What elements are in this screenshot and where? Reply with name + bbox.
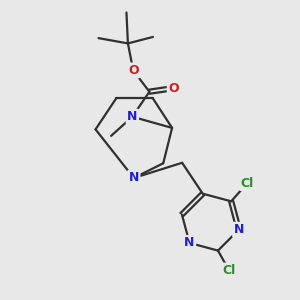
- Text: N: N: [234, 223, 244, 236]
- Text: O: O: [128, 64, 139, 77]
- Text: N: N: [129, 172, 139, 184]
- Text: N: N: [184, 236, 195, 250]
- Text: Cl: Cl: [223, 264, 236, 277]
- Text: N: N: [127, 110, 137, 123]
- Text: O: O: [168, 82, 179, 95]
- Text: Cl: Cl: [241, 177, 254, 190]
